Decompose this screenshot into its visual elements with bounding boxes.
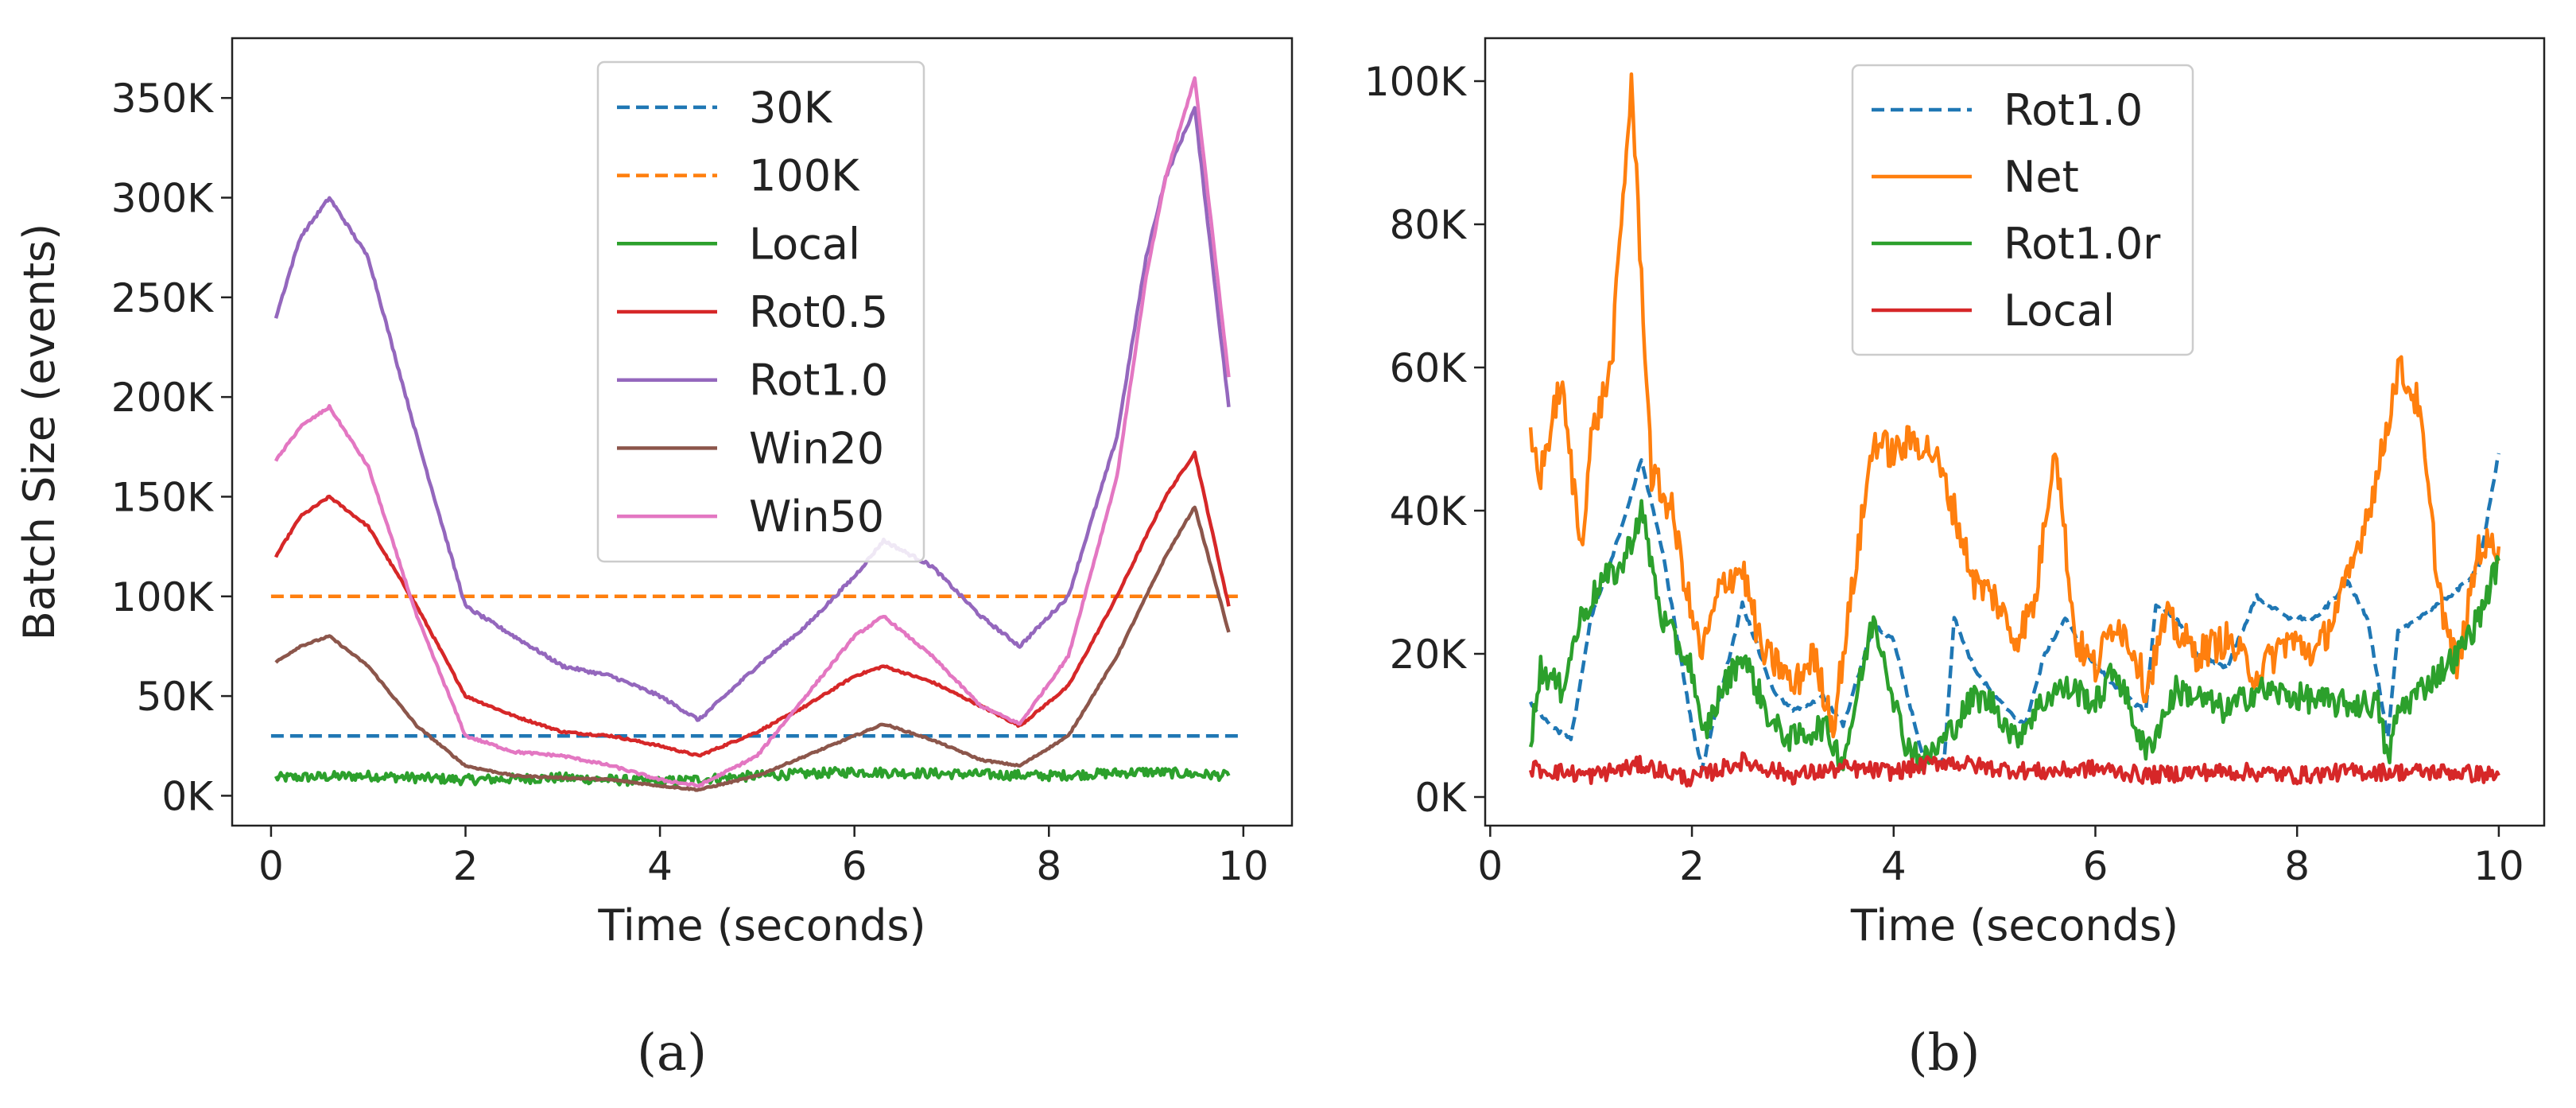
legend-label-a: Win20 xyxy=(749,423,884,473)
legend-a: 30K 100K Local Rot0.5 Rot1.0 Win20 Win50 xyxy=(596,60,925,563)
x-tick-label-b: 8 xyxy=(2284,843,2310,889)
series-a-local xyxy=(274,766,1231,788)
y-axis-label-a: Batch Size (events) xyxy=(14,224,64,640)
x-tick-label-a: 10 xyxy=(1218,843,1269,889)
series-a-rot1-0 xyxy=(274,106,1231,722)
x-tick-label-a: 4 xyxy=(647,843,673,889)
x-tick-label-a: 8 xyxy=(1036,843,1061,889)
legend-label-b: Rot1.0r xyxy=(2004,219,2161,269)
legend-label-a: 100K xyxy=(749,151,860,201)
x-axis-label-b: Time (seconds) xyxy=(1850,900,2178,951)
legend-label-b: Net xyxy=(2004,152,2079,202)
series-b-local xyxy=(1528,751,2500,788)
series-a-win20 xyxy=(274,505,1231,792)
plot-frame-a xyxy=(231,37,1294,827)
series-a-rot0-5 xyxy=(274,450,1231,758)
x-axis-label-a: Time (seconds) xyxy=(597,900,925,951)
y-tick-label-a: 250K xyxy=(111,275,214,321)
y-tick-label-a: 0K xyxy=(161,773,214,819)
y-tick-label-a: 300K xyxy=(111,176,214,222)
legend-box-a xyxy=(596,60,925,563)
caption-b: (b) xyxy=(1908,1024,1980,1083)
y-tick-label-a: 50K xyxy=(137,674,215,720)
caption-a: (a) xyxy=(637,1024,707,1083)
plot-frame-b xyxy=(1484,37,2546,827)
legend-label-a: Win50 xyxy=(749,492,884,542)
x-tick-label-a: 6 xyxy=(842,843,867,889)
y-tick-label-a: 150K xyxy=(111,474,214,520)
x-tick-label-b: 2 xyxy=(1679,843,1705,889)
legend-box-b xyxy=(1851,64,2194,356)
legend-b: Rot1.0 Net Rot1.0r Local xyxy=(1851,64,2194,356)
y-tick-label-b: 80K xyxy=(1390,202,1468,248)
x-tick-label-a: 0 xyxy=(258,843,284,889)
x-tick-label-b: 0 xyxy=(1477,843,1503,889)
legend-label-b: Rot1.0 xyxy=(2004,85,2143,135)
x-tick-label-a: 2 xyxy=(453,843,479,889)
y-tick-label-a: 200K xyxy=(111,375,214,421)
legend-label-a: Rot1.0 xyxy=(749,356,888,406)
panel-a: 0 2 4 6 8 100K50K100K150K200K250K300K350KTime… xyxy=(14,37,1294,951)
series-b-net xyxy=(1528,72,2501,739)
legend-label-a: Local xyxy=(749,219,860,269)
legend-label-a: 30K xyxy=(749,83,833,133)
series-b-rot1-0 xyxy=(1529,453,2501,772)
y-tick-label-b: 40K xyxy=(1390,488,1468,535)
series-b-rot1-0r xyxy=(1528,499,2500,772)
y-tick-label-b: 60K xyxy=(1390,345,1468,391)
series-a-win50 xyxy=(274,76,1231,788)
y-tick-label-a: 350K xyxy=(111,76,214,122)
legend-label-b: Local xyxy=(2004,286,2115,336)
y-tick-label-a: 100K xyxy=(111,574,214,620)
x-tick-label-b: 4 xyxy=(1881,843,1907,889)
y-tick-label-b: 20K xyxy=(1390,632,1468,678)
x-tick-label-b: 6 xyxy=(2083,843,2109,889)
y-tick-label-b: 100K xyxy=(1364,59,1467,105)
x-tick-label-b: 10 xyxy=(2473,843,2524,889)
y-tick-label-b: 0K xyxy=(1414,775,1467,821)
legend-label-a: Rot0.5 xyxy=(749,287,888,337)
